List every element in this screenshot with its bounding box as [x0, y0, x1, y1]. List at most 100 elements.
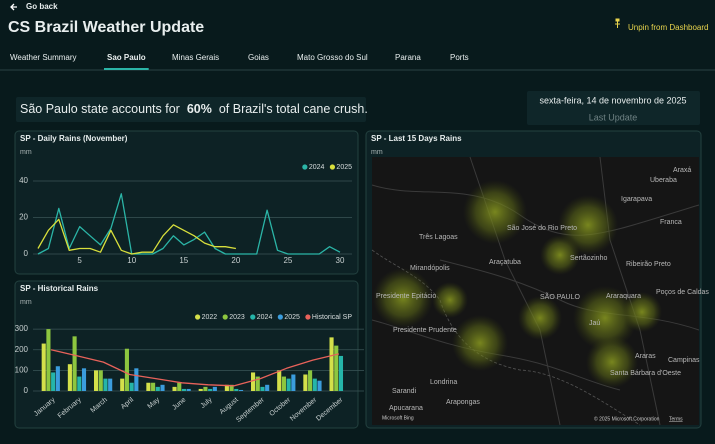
bar: [198, 388, 203, 391]
bar: [281, 376, 286, 391]
bar: [81, 368, 87, 391]
bar: [108, 378, 113, 391]
legend-swatch: [195, 314, 201, 320]
back-button[interactable]: Go back: [10, 2, 58, 11]
legend-label: Historical SP: [312, 314, 352, 321]
pin-icon: [615, 18, 620, 28]
bar: [329, 337, 334, 391]
rain-blob: [432, 282, 468, 318]
charts: SP - Daily Rains (November) mm 0 20 40 5 10 15 2…: [14, 130, 364, 429]
line-series: [50, 349, 340, 387]
legend-label: 2024: [257, 314, 273, 321]
rain-blob: [622, 292, 662, 332]
page-title: CS Brazil Weather Update: [8, 19, 204, 36]
bar: [124, 348, 129, 391]
bar: [265, 384, 270, 391]
map-provider: Microsoft Bing: [382, 415, 414, 421]
map-label: Araraquara: [606, 293, 641, 300]
tab[interactable]: Parana: [395, 53, 421, 62]
y-tick-label: 100: [15, 365, 29, 374]
tab[interactable]: Minas Gerais: [172, 53, 219, 62]
bar: [72, 336, 77, 391]
bar: [317, 380, 322, 391]
bar: [51, 372, 56, 391]
tab[interactable]: Goias: [248, 53, 269, 62]
legend-label: 2025: [336, 164, 352, 171]
x-tick-label: 10: [127, 256, 136, 265]
bar: [212, 386, 217, 391]
tab[interactable]: Weather Summary: [10, 53, 77, 62]
banner-highlight: 60%: [187, 102, 212, 116]
map-label: Ribeirão Preto: [626, 261, 671, 268]
tab[interactable]: Ports: [450, 53, 469, 62]
back-arrow: [10, 3, 17, 11]
line-series: [37, 218, 237, 255]
bar: [277, 370, 282, 391]
map-label: Sertãozinho: [570, 255, 607, 262]
chart-title: SP - Daily Rains (November): [20, 134, 128, 143]
bar: [208, 388, 213, 391]
map-terms[interactable]: Terms: [669, 416, 683, 422]
bar: [41, 343, 46, 391]
map-label: Araçatuba: [489, 259, 521, 266]
bar: [103, 378, 108, 391]
map-label: Jaú: [589, 320, 600, 327]
update-date: sexta-feira, 14 de novembro de 2025: [539, 95, 686, 105]
y-tick-label: 20: [19, 213, 28, 222]
x-tick-label: 5: [77, 256, 82, 265]
y-axis-label: mm: [20, 149, 32, 156]
back-label[interactable]: Go back: [26, 2, 58, 11]
bar: [177, 382, 182, 391]
bar: [98, 370, 103, 391]
map-label: Mirandópolis: [410, 265, 450, 272]
map-label: Franca: [660, 219, 682, 226]
update-box: [527, 91, 700, 125]
map[interactable]: Uberaba Araxá Igarapava Franca São José do R…: [371, 156, 709, 426]
banner-text: São Paulo state accounts for 60% of Braz…: [20, 102, 368, 116]
legend-swatch: [329, 164, 336, 170]
y-tick-label: 200: [15, 345, 29, 354]
map-label: Londrina: [430, 379, 457, 386]
rain-blob: [373, 268, 433, 328]
bar: [224, 384, 229, 391]
bar: [203, 386, 208, 391]
map-label: Três Lagoas: [419, 234, 458, 241]
bar: [172, 386, 177, 391]
bar: [160, 384, 165, 391]
bar: [229, 384, 234, 391]
bar: [260, 386, 265, 391]
banner-box: [16, 97, 366, 122]
x-tick-label: 25: [283, 256, 292, 265]
update-label: Last Update: [589, 112, 638, 122]
bar: [334, 345, 339, 391]
y-axis-label: mm: [20, 299, 32, 306]
unpin-button[interactable]: Unpin from Dashboard: [615, 18, 708, 32]
map-label: Uberaba: [650, 177, 677, 184]
x-tick-label: 20: [231, 256, 240, 265]
bar: [255, 376, 260, 391]
legend-swatch: [305, 314, 311, 320]
map-label: Araxá: [673, 167, 691, 174]
bar: [151, 382, 156, 391]
bar: [303, 374, 308, 391]
x-tick-label: 15: [179, 256, 188, 265]
bar: [234, 388, 239, 391]
tab[interactable]: Mato Grosso do Sul: [297, 53, 368, 62]
map-label: SÃO PAULO: [540, 292, 580, 301]
bar: [181, 388, 187, 391]
map-unit: mm: [371, 149, 383, 156]
x-tick-label: 30: [336, 256, 345, 265]
bar: [93, 370, 99, 391]
bar: [129, 382, 134, 391]
bar: [291, 374, 296, 391]
chart: SP - Daily Rains (November) mm 0 20 40 5 10 15 2…: [14, 130, 359, 275]
legend-swatch: [277, 314, 283, 320]
tab[interactable]: Sao Paulo: [107, 53, 146, 62]
map-label: Poços de Caldas: [656, 289, 709, 296]
chart-title: SP - Historical Rains: [20, 284, 99, 293]
unpin-label[interactable]: Unpin from Dashboard: [628, 23, 708, 32]
tab-bar: Weather Summary Sao Paulo Minas Gerais Goia…: [10, 53, 469, 70]
bar: [186, 388, 191, 391]
rain-blobs: [373, 180, 662, 388]
